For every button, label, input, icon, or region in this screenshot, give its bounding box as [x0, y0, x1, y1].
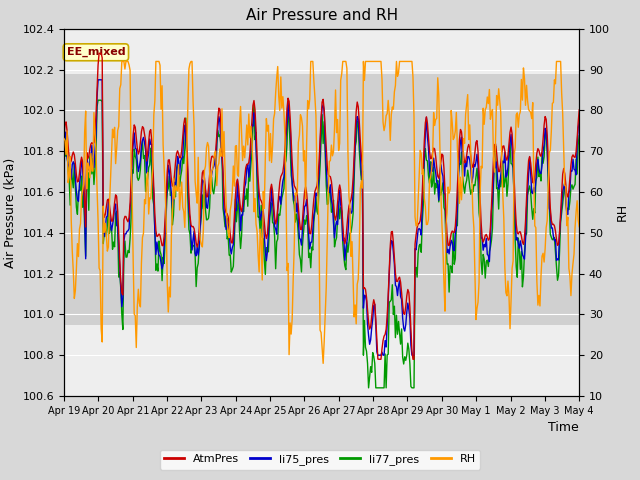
Title: Air Pressure and RH: Air Pressure and RH — [246, 9, 397, 24]
Y-axis label: Air Pressure (kPa): Air Pressure (kPa) — [4, 157, 17, 267]
Legend: AtmPres, li75_pres, li77_pres, RH: AtmPres, li75_pres, li77_pres, RH — [160, 450, 480, 469]
Bar — [64, 73, 579, 324]
Y-axis label: RH: RH — [616, 204, 628, 221]
X-axis label: Time: Time — [548, 421, 579, 434]
Text: EE_mixed: EE_mixed — [67, 47, 125, 58]
